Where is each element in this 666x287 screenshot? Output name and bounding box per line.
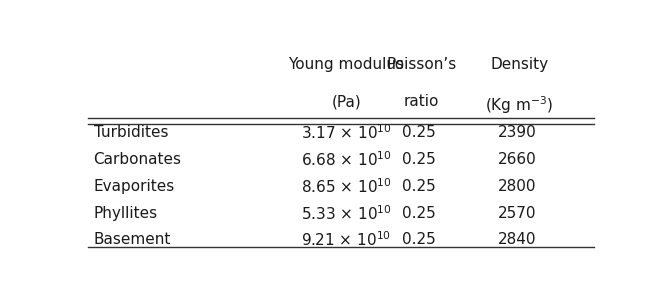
Text: 0.25: 0.25	[402, 152, 436, 167]
Text: 0.25: 0.25	[402, 206, 436, 221]
Text: 9.21 × 10$^{10}$: 9.21 × 10$^{10}$	[302, 231, 392, 249]
Text: 8.65 × 10$^{10}$: 8.65 × 10$^{10}$	[301, 177, 392, 196]
Text: 2660: 2660	[498, 152, 536, 167]
Text: 2840: 2840	[498, 232, 536, 247]
Text: Phyllites: Phyllites	[93, 206, 158, 221]
Text: 0.25: 0.25	[402, 125, 436, 140]
Text: Evaporites: Evaporites	[93, 179, 174, 194]
Text: 0.25: 0.25	[402, 232, 436, 247]
Text: Carbonates: Carbonates	[93, 152, 182, 167]
Text: 2800: 2800	[498, 179, 536, 194]
Text: 3.17 × 10$^{10}$: 3.17 × 10$^{10}$	[301, 123, 392, 142]
Text: (Pa): (Pa)	[332, 94, 362, 109]
Text: 2390: 2390	[498, 125, 536, 140]
Text: Poisson’s: Poisson’s	[386, 57, 456, 71]
Text: (Kg m$^{-3}$): (Kg m$^{-3}$)	[486, 94, 553, 116]
Text: 0.25: 0.25	[402, 179, 436, 194]
Text: 5.33 × 10$^{10}$: 5.33 × 10$^{10}$	[301, 204, 392, 222]
Text: Turbidites: Turbidites	[93, 125, 168, 140]
Text: ratio: ratio	[404, 94, 439, 109]
Text: 2570: 2570	[498, 206, 536, 221]
Text: Basement: Basement	[93, 232, 171, 247]
Text: 6.68 × 10$^{10}$: 6.68 × 10$^{10}$	[301, 150, 392, 169]
Text: Young modulus: Young modulus	[288, 57, 404, 71]
Text: Density: Density	[490, 57, 549, 71]
